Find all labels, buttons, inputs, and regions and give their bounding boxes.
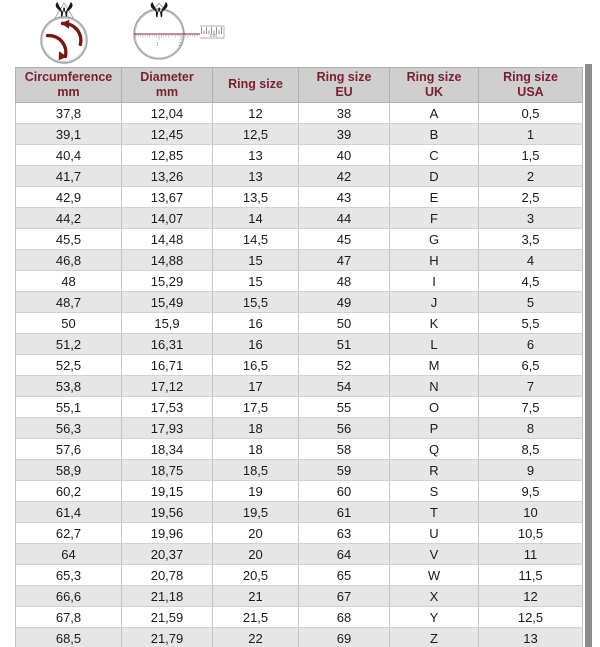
svg-text:1: 1 <box>156 42 159 48</box>
svg-text:cm: cm <box>210 33 217 39</box>
svg-text:2: 2 <box>179 42 182 48</box>
